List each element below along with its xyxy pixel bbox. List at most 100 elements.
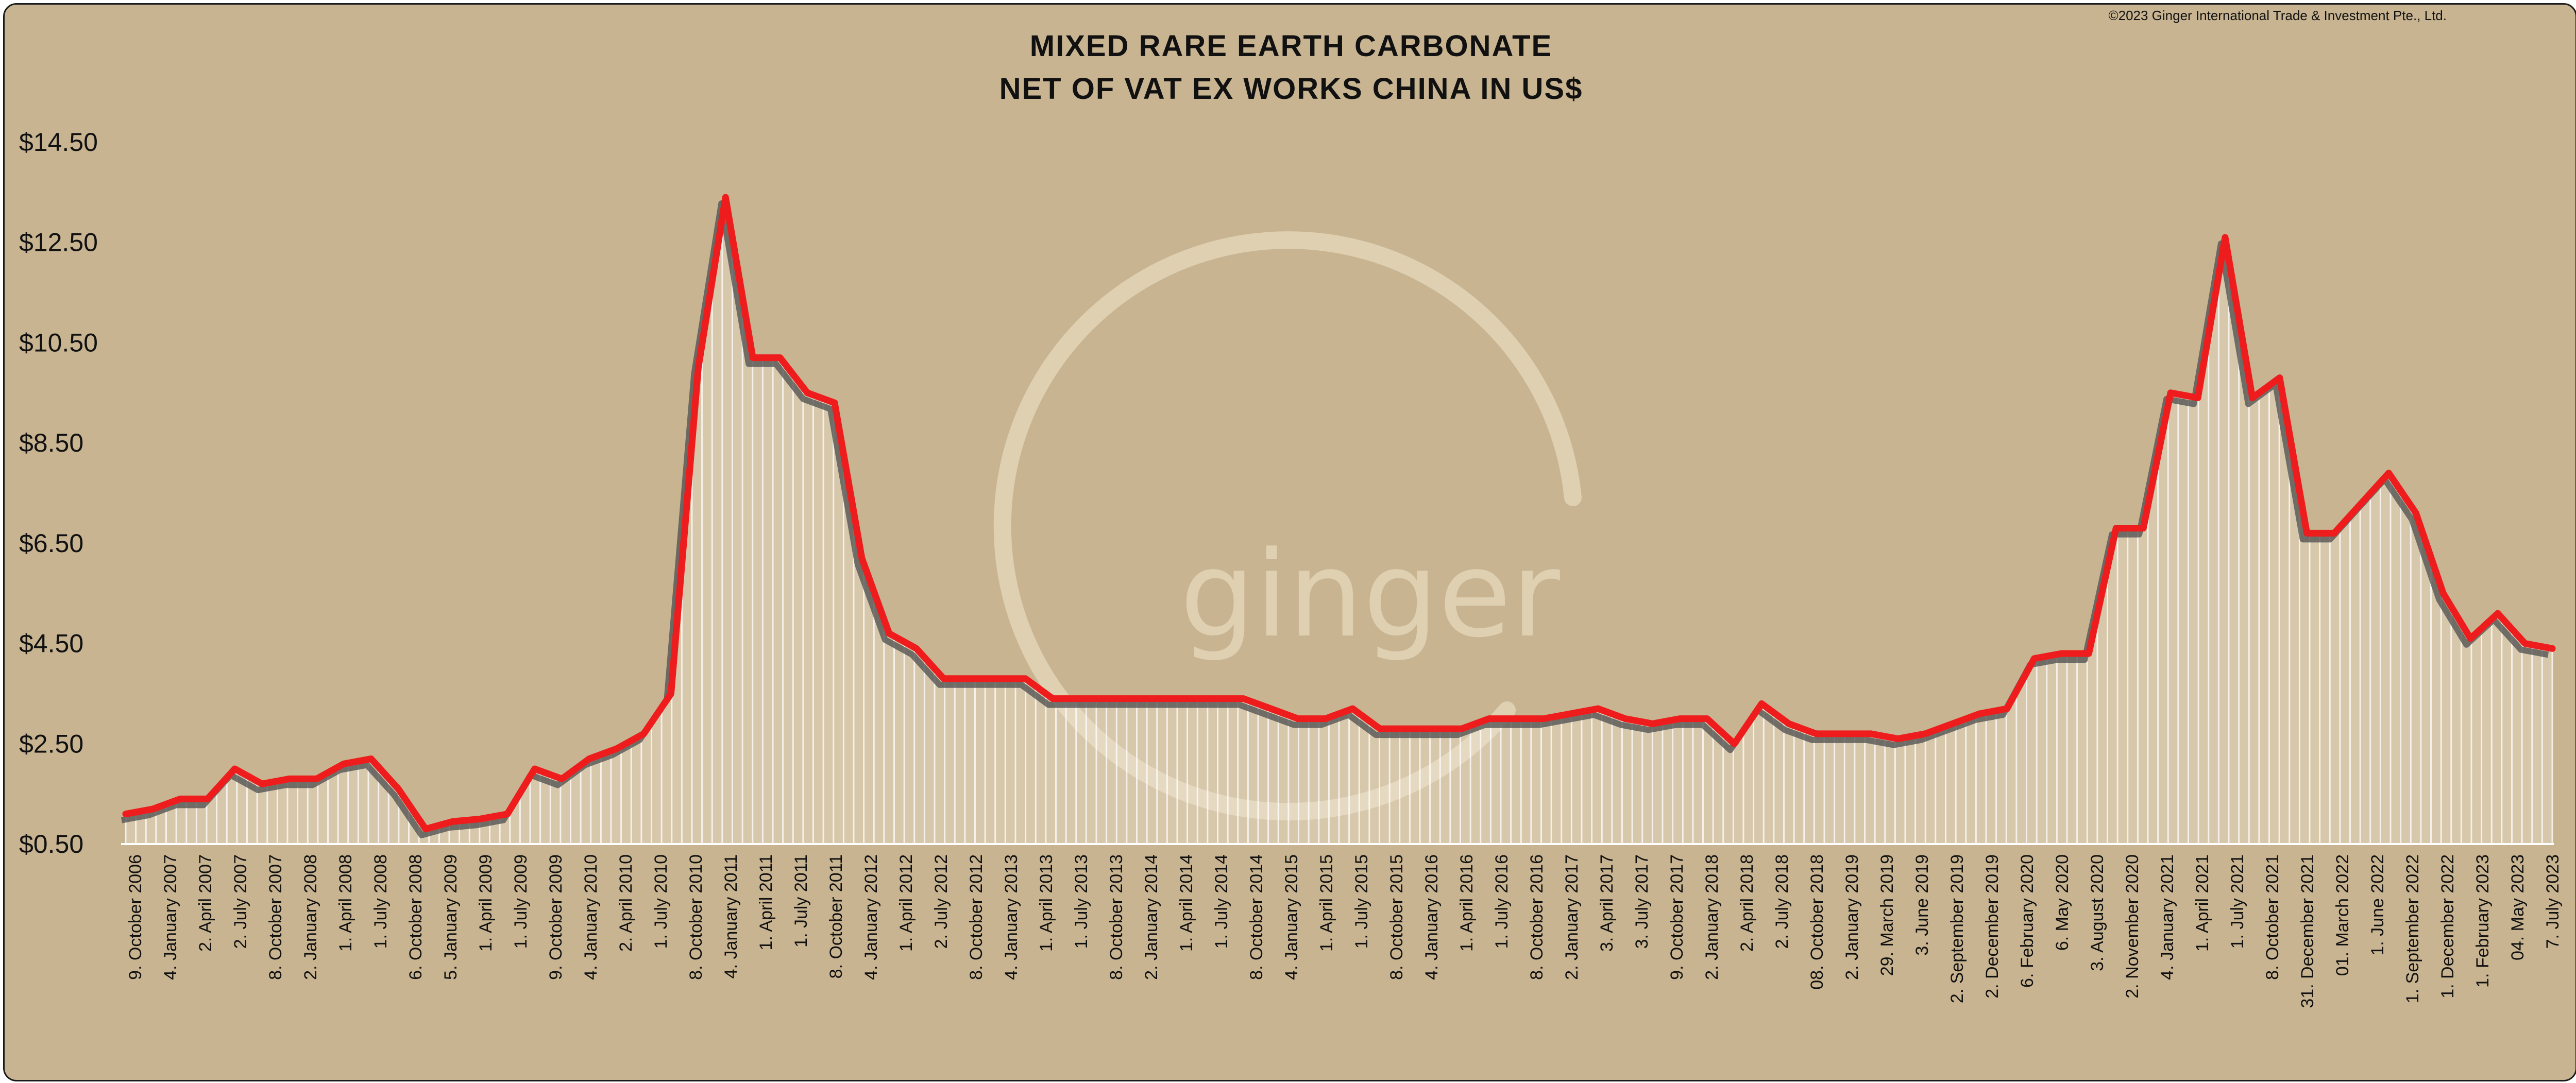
data-point [859,556,865,561]
x-tick-label: 4. January 2007 [161,854,180,980]
x-tick-label: 1. July 2010 [651,854,671,949]
data-point [1540,716,1546,721]
x-tick-label: 1. July 2014 [1212,854,1231,949]
x-tick-label: 1. April 2015 [1317,854,1336,952]
data-point [1350,706,1355,712]
data-point [1023,676,1028,681]
data-point [2222,234,2228,240]
data-point [2004,706,2010,712]
x-tick-label: 1. June 2022 [2368,854,2387,956]
x-tick-label: 1. April 2013 [1037,854,1056,952]
x-tick-label: 8. October 2010 [686,854,706,980]
data-points [123,195,2555,832]
data-point [1132,696,1138,701]
data-point [1841,731,1846,736]
data-point [123,811,128,817]
x-tick-label: 7. July 2023 [2543,854,2563,949]
data-point [2141,525,2146,531]
data-point [1050,696,1056,701]
x-tick-label: 9. October 2017 [1667,854,1687,980]
data-point [668,691,674,696]
data-point [1922,731,1928,736]
data-point [1622,716,1628,721]
x-tick-label: 1. July 2013 [1072,854,1091,949]
data-point [2031,656,2037,661]
x-tick-label: 1. July 2016 [1492,854,1512,949]
data-point [504,811,510,817]
data-point [450,819,456,824]
x-tick-label: 6. February 2020 [2018,854,2037,988]
copyright-notice: ©2023 Ginger International Trade & Inves… [2108,8,2447,23]
data-point [1977,711,1982,716]
x-tick-label: 9. October 2009 [546,854,566,980]
data-point [2277,375,2282,381]
data-point [1213,696,1219,701]
data-point [1432,726,1437,732]
x-tick-label: 1. April 2008 [336,854,355,952]
data-point [314,776,319,782]
chart-frame: ginger ©2023 Ginger International Trade … [3,3,2576,1081]
x-tick-label: 1. April 2012 [896,854,916,952]
x-tick-label: 29. March 2019 [1877,854,1897,976]
data-point [968,676,974,681]
data-point [2441,591,2446,596]
x-tick-label: 4. January 2015 [1282,854,1301,980]
data-point [2059,651,2064,657]
x-tick-label: 2. December 2019 [1982,854,2002,999]
data-point [1459,726,1465,732]
x-tick-label: 8. October 2016 [1527,854,1547,980]
data-point [396,786,401,792]
data-point [1105,696,1110,701]
x-tick-label: 1. July 2021 [2228,854,2247,949]
x-tick-label: 2. July 2007 [231,854,250,949]
area-hatch-lines [125,221,2553,844]
data-point [941,676,946,681]
data-point [286,776,292,782]
x-tick-label: 4. January 2012 [861,854,881,980]
x-tick-label: 4. January 2010 [581,854,601,980]
data-point [150,806,156,812]
data-point [2113,525,2119,531]
x-tick-label: 3. April 2017 [1597,854,1617,952]
data-point [1323,716,1328,721]
data-point [259,781,265,787]
data-point [1241,696,1246,701]
x-tick-label: 1. July 2015 [1352,854,1371,949]
x-tick-label: 6. May 2020 [2053,854,2072,951]
x-tick-label: 1. April 2011 [756,854,776,951]
ginger-logo-ring-icon [993,231,1582,821]
data-point [2386,470,2392,476]
data-point [1650,721,1655,727]
chart-title-line-2: NET OF VAT EX WORKS CHINA IN US$ [999,72,1583,106]
data-point [1814,731,1819,736]
y-axis: $0.50 $2.50 $4.50 $6.50 $8.50 $10.50 $12.50 $14… [19,128,98,858]
data-point [586,756,592,762]
data-point [750,355,756,360]
x-tick-label: 1. July 2009 [511,854,531,949]
data-point [1159,696,1165,701]
data-point [2522,641,2528,646]
x-tick-label: 2. September 2019 [1947,854,1967,1003]
x-tick-label: 8. October 2012 [967,854,986,980]
data-point [559,776,565,782]
data-point [1295,716,1301,721]
data-point [1568,711,1573,716]
data-point [2249,395,2255,401]
data-point [913,646,919,651]
x-tick-label: 1. September 2022 [2403,854,2422,1003]
watermark-text: ginger [1180,526,1560,664]
data-point [205,796,210,802]
price-lines [121,194,2556,838]
x-tick-label: 2. January 2014 [1142,854,1161,980]
x-tick-label: 8. October 2011 [826,854,846,978]
x-tick-label: 2. January 2017 [1562,854,1582,980]
y-tick-label: $4.50 [19,629,83,658]
y-tick-label: $10.50 [19,328,98,357]
data-point [805,390,810,396]
data-point [2195,395,2201,401]
data-point [1950,721,1955,727]
data-point [1732,741,1737,747]
x-tick-label: 31. December 2021 [2298,854,2317,1008]
data-point [1786,721,1792,727]
data-point [1513,716,1519,721]
